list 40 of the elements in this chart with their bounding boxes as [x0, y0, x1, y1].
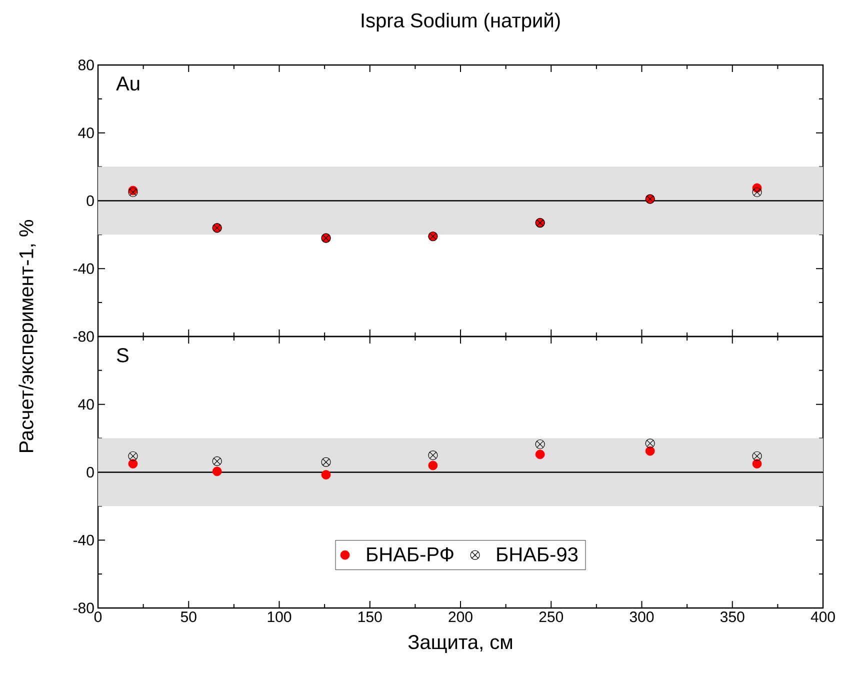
y-tick-label: -40: [73, 263, 94, 274]
point: [428, 450, 438, 460]
point: [321, 470, 331, 480]
x-tick-label: 200: [448, 612, 472, 622]
x-tick-label: 250: [539, 612, 564, 622]
x-tick-label: 50: [180, 612, 196, 622]
y-tick-label: 40: [78, 399, 94, 410]
y-tick-label: -80: [73, 331, 94, 342]
x-tick-label: 0: [94, 612, 102, 622]
x-tick-label: 300: [630, 612, 654, 622]
chart-title: Ispra Sodium (натрий): [362, 12, 560, 32]
point: [128, 451, 138, 461]
y-tick-label: 0: [86, 466, 94, 478]
annotation: S: [116, 348, 128, 362]
point: [128, 459, 138, 468]
x-tick-label: 100: [268, 612, 292, 622]
point: [212, 456, 222, 466]
point: [645, 438, 655, 448]
y-tick-label: -80: [73, 602, 94, 614]
y-tick-label: 40: [78, 128, 94, 138]
annotation: Au: [116, 76, 140, 91]
point: [645, 446, 655, 456]
point: [428, 460, 438, 470]
x-axis-title: Защита, см: [408, 635, 512, 653]
point: [752, 451, 762, 461]
point: [321, 457, 331, 467]
y-tick-label: 80: [78, 60, 94, 70]
x-tick-label: 150: [358, 612, 382, 622]
y-tick-label: -40: [73, 534, 94, 546]
y-axis-title: Расчет/эксперимент-1, %: [18, 220, 38, 452]
x-tick-label: 350: [720, 612, 744, 622]
point: [535, 450, 545, 460]
x-tick-label: 400: [810, 612, 835, 622]
legend-label: БНАБ-РФ: [367, 547, 454, 562]
point: [752, 187, 762, 198]
point: [752, 459, 762, 468]
point: [212, 466, 222, 476]
y-tick-label: 0: [86, 195, 94, 206]
legend-label: БНАБ-93: [497, 547, 578, 562]
point: [535, 439, 545, 450]
